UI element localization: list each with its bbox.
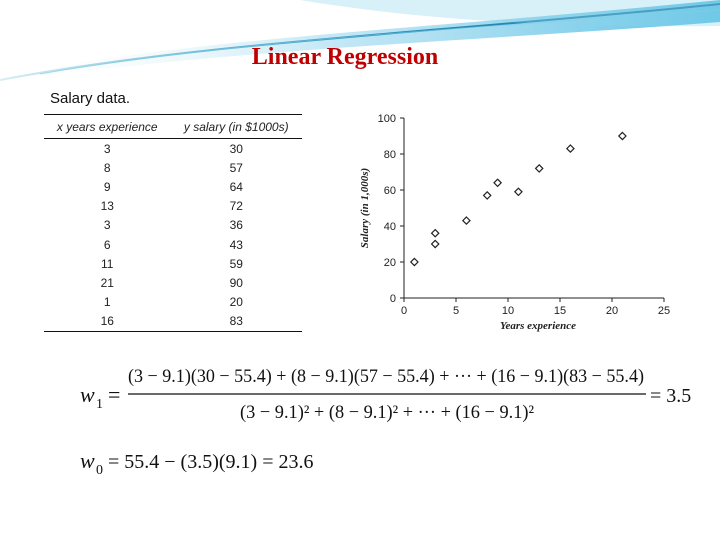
y-tick-label: 100 bbox=[378, 113, 396, 125]
table-row: 3 30 bbox=[44, 139, 302, 159]
x-tick-label: 25 bbox=[658, 305, 670, 317]
data-point-diamond bbox=[534, 163, 544, 173]
data-point-diamond bbox=[430, 228, 440, 238]
table-row: 16 83 bbox=[44, 311, 302, 332]
w1-denominator: (3 − 9.1)² + (8 − 9.1)² + ··· + (16 − 9.… bbox=[240, 402, 534, 423]
x-tick-label: 10 bbox=[502, 305, 514, 317]
regression-formulas: w 1 = (3 − 9.1)(30 − 55.4) + (8 − 9.1)(5… bbox=[80, 366, 691, 478]
data-point-diamond bbox=[513, 187, 523, 197]
y-tick-label: 40 bbox=[384, 221, 396, 233]
w0-subscript: 0 bbox=[96, 463, 103, 478]
cell-years-experience: 16 bbox=[44, 311, 171, 332]
data-point-diamond bbox=[565, 144, 575, 154]
cell-salary: 43 bbox=[229, 237, 243, 252]
w1-subscript: 1 bbox=[96, 397, 103, 412]
y-tick-label: 60 bbox=[384, 185, 396, 197]
cell-salary: 64 bbox=[229, 179, 243, 194]
table-row: 3 36 bbox=[44, 216, 302, 235]
cell-salary: 90 bbox=[229, 275, 243, 290]
table-row: 9 64 bbox=[44, 177, 302, 196]
cell-salary: 20 bbox=[229, 295, 243, 310]
y-tick-label: 80 bbox=[384, 149, 396, 161]
x-tick-label: 20 bbox=[606, 305, 618, 317]
y-axis-label: Salary (in 1,000s) bbox=[359, 168, 371, 248]
y-tick-label: 20 bbox=[384, 257, 396, 269]
table-row: 8 57 bbox=[44, 158, 302, 177]
w0-expression: = 55.4 − (3.5)(9.1) = 23.6 bbox=[108, 451, 313, 473]
w1-numerator: (3 − 9.1)(30 − 55.4) + (8 − 9.1)(57 − 55… bbox=[128, 366, 644, 387]
cell-salary: 59 bbox=[229, 256, 243, 271]
cell-years-experience: 3 bbox=[103, 141, 111, 156]
cell-years-experience: 3 bbox=[103, 218, 111, 233]
column-header-x: x years experience bbox=[44, 114, 171, 139]
header-swoosh-decoration bbox=[0, 0, 720, 82]
w1-result: = 3.5 bbox=[650, 385, 691, 407]
cell-salary: 57 bbox=[229, 160, 243, 175]
table-row: 1 20 bbox=[44, 293, 302, 312]
cell-years-experience: 11 bbox=[101, 256, 114, 271]
w1-equals-sign: = bbox=[108, 382, 120, 407]
column-header-y: y salary (in $1000s) bbox=[170, 114, 302, 139]
x-tick-label: 15 bbox=[554, 305, 566, 317]
salary-data-table: x years experience y salary (in $1000s) … bbox=[44, 114, 302, 332]
data-point-diamond bbox=[461, 216, 471, 226]
x-axis-label: Years experience bbox=[500, 320, 576, 332]
x-tick-label: 5 bbox=[453, 305, 459, 317]
data-point-diamond bbox=[617, 131, 627, 141]
cell-salary: 83 bbox=[170, 311, 302, 332]
cell-salary: 36 bbox=[229, 218, 243, 233]
table-row: 21 90 bbox=[44, 273, 302, 292]
data-point-diamond bbox=[409, 257, 419, 267]
cell-years-experience: 6 bbox=[103, 237, 111, 252]
table-row: 11 59 bbox=[44, 254, 302, 273]
slide-title: Linear Regression bbox=[251, 44, 439, 70]
data-point-diamond bbox=[482, 190, 492, 200]
cell-years-experience: 8 bbox=[103, 160, 111, 175]
cell-salary: 72 bbox=[229, 199, 243, 214]
y-tick-label: 0 bbox=[390, 293, 396, 305]
data-point-diamond bbox=[493, 178, 503, 188]
table-row: 13 72 bbox=[44, 197, 302, 216]
cell-years-experience: 13 bbox=[100, 199, 114, 214]
w1-label: w bbox=[80, 382, 95, 407]
cell-salary: 30 bbox=[229, 141, 243, 156]
cell-years-experience: 9 bbox=[103, 179, 111, 194]
table-row: 6 43 bbox=[44, 235, 302, 254]
w0-label: w bbox=[80, 448, 95, 473]
cell-years-experience: 1 bbox=[103, 295, 111, 310]
cell-years-experience: 21 bbox=[100, 275, 114, 290]
data-point-diamond bbox=[430, 239, 440, 249]
x-tick-label: 0 bbox=[401, 305, 407, 317]
table-caption: Salary data. bbox=[50, 90, 131, 107]
